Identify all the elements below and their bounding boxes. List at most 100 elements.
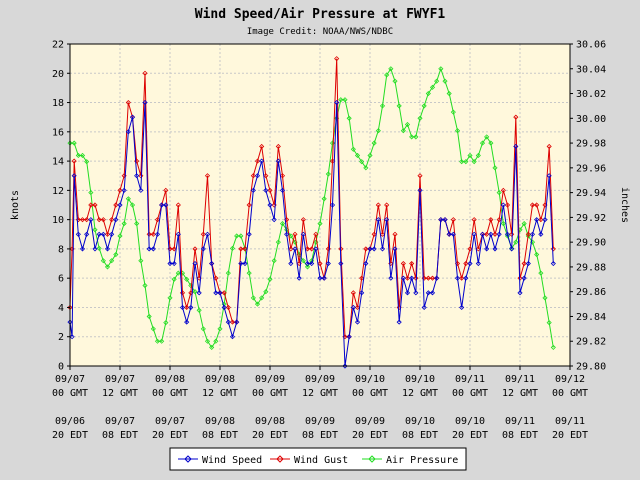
x-tick-label: 09/09 [305, 374, 335, 385]
data-point-air-pressure [404, 121, 411, 128]
data-point-air-pressure [129, 202, 136, 208]
data-point-wind-gust [259, 143, 265, 150]
data-point-wind-speed [213, 290, 219, 296]
data-point-wind-gust [213, 275, 219, 281]
data-point-wind-gust [279, 173, 286, 179]
data-point-wind-speed [159, 202, 165, 208]
data-point-air-pressure [288, 233, 294, 239]
data-point-wind-speed [84, 231, 90, 237]
data-point-air-pressure [267, 276, 273, 282]
data-point-wind-speed [517, 290, 523, 296]
data-point-wind-speed [484, 246, 490, 252]
data-point-wind-gust [525, 231, 531, 237]
legend-label-wind-speed: Wind Speed [202, 455, 262, 466]
data-point-air-pressure [88, 190, 94, 196]
data-point-wind-gust [550, 246, 556, 252]
data-point-wind-speed [334, 99, 340, 106]
data-point-wind-speed [509, 246, 515, 252]
data-point-air-pressure [467, 152, 473, 159]
data-point-wind-speed [79, 246, 86, 252]
data-point-wind-gust [225, 304, 231, 311]
data-point-wind-gust [417, 173, 423, 179]
data-point-wind-speed [367, 246, 373, 252]
y-left-tick-label: 14 [52, 157, 64, 168]
data-point-air-pressure [388, 66, 394, 72]
x-tick-label: 09/07 [105, 374, 135, 385]
data-point-air-pressure [354, 152, 361, 159]
data-point-wind-speed [417, 187, 423, 193]
x-tick-label: 20 EDT [552, 430, 588, 441]
data-point-air-pressure [84, 159, 90, 165]
data-point-wind-gust [392, 231, 398, 237]
data-point-wind-speed [438, 217, 444, 223]
data-point-wind-speed [396, 319, 402, 325]
chart-title: Wind Speed/Air Pressure at FWYF1 [195, 7, 446, 22]
data-point-wind-speed [350, 304, 356, 311]
data-point-wind-speed [138, 187, 144, 193]
data-point-air-pressure [492, 165, 498, 171]
legend-marker-wind-gust [276, 455, 284, 463]
data-point-air-pressure [234, 233, 240, 239]
data-point-air-pressure [250, 295, 256, 301]
data-point-wind-speed [192, 260, 198, 267]
data-point-air-pressure [213, 338, 219, 344]
x-tick-label: 00 GMT [352, 388, 388, 399]
data-point-air-pressure [409, 134, 415, 140]
data-point-wind-speed [525, 260, 531, 267]
data-point-wind-gust [200, 231, 206, 237]
data-point-wind-speed [488, 231, 494, 237]
data-point-wind-gust [221, 290, 227, 296]
x-tick-label: 09/07 [55, 374, 85, 385]
y-right-tick-label: 29.94 [576, 188, 606, 199]
data-point-wind-speed [275, 158, 281, 164]
data-point-wind-gust [534, 202, 540, 208]
data-point-air-pressure [417, 115, 423, 121]
y-right-tick-label: 29.92 [576, 213, 606, 224]
data-point-air-pressure [163, 320, 169, 326]
y-left-tick-label: 22 [52, 40, 64, 51]
data-point-air-pressure [134, 221, 140, 227]
data-point-air-pressure [138, 258, 144, 264]
y-right-tick-label: 29.96 [576, 163, 606, 174]
x-tick-label: 09/08 [155, 374, 185, 385]
data-point-wind-gust [384, 202, 390, 208]
data-point-wind-speed [100, 231, 106, 237]
y-right-tick-label: 30.04 [576, 64, 606, 75]
data-point-air-pressure [217, 326, 223, 332]
x-tick-label: 20 EDT [452, 430, 488, 441]
data-point-air-pressure [142, 282, 148, 289]
data-point-air-pressure [346, 115, 352, 121]
data-point-wind-speed [342, 363, 348, 369]
data-point-wind-speed [296, 275, 302, 281]
y-axis-right-label: inches [619, 187, 630, 223]
data-point-air-pressure [463, 159, 469, 165]
data-point-wind-gust [204, 173, 211, 179]
x-tick-label: 09/08 [255, 416, 285, 427]
data-point-air-pressure [371, 140, 377, 146]
data-point-wind-speed [225, 319, 231, 325]
y-right-tick-label: 29.86 [576, 287, 606, 298]
data-point-wind-speed [434, 275, 440, 281]
data-point-wind-gust [71, 158, 77, 164]
data-point-wind-gust [309, 246, 315, 252]
x-tick-label: 12 GMT [302, 388, 338, 399]
data-point-wind-speed [504, 231, 511, 237]
x-tick-label: 00 GMT [452, 388, 488, 399]
data-point-wind-speed [117, 202, 123, 208]
data-point-wind-speed [171, 260, 177, 267]
data-point-wind-gust [371, 231, 377, 237]
legend: Wind Speed Wind Gust Air Pressure [169, 447, 467, 471]
y-right-tick-label: 29.82 [576, 337, 606, 348]
data-point-wind-gust [363, 246, 369, 252]
data-point-air-pressure [150, 326, 156, 332]
data-point-air-pressure [175, 270, 181, 276]
data-point-wind-speed [288, 260, 294, 267]
x-tick-label: 09/08 [205, 374, 235, 385]
data-point-air-pressure [500, 221, 506, 227]
data-point-wind-speed [329, 202, 336, 208]
data-point-wind-speed [71, 173, 77, 179]
data-point-wind-speed [229, 334, 236, 340]
data-point-air-pressure [300, 258, 306, 264]
data-point-air-pressure [375, 128, 381, 134]
data-point-wind-speed [142, 99, 148, 106]
